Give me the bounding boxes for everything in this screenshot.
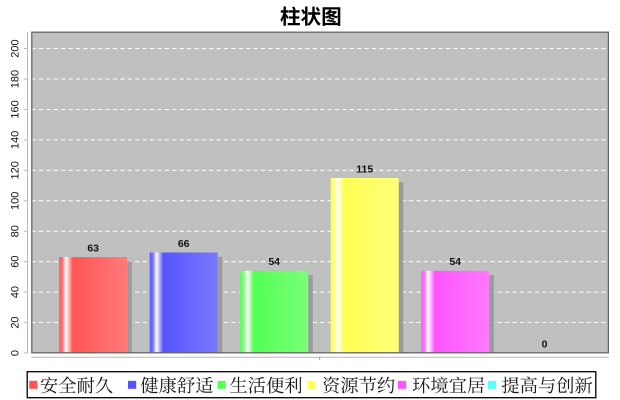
svg-text:54: 54 [268, 256, 280, 268]
svg-text:180: 180 [10, 70, 22, 88]
svg-text:100: 100 [10, 192, 22, 210]
svg-text:120: 120 [10, 161, 22, 179]
svg-text:66: 66 [178, 238, 190, 250]
svg-text:20: 20 [10, 316, 22, 328]
svg-text:63: 63 [87, 242, 99, 254]
svg-text:40: 40 [10, 286, 22, 298]
svg-text:200: 200 [10, 39, 22, 57]
svg-text:54: 54 [449, 256, 461, 268]
svg-text:160: 160 [10, 100, 22, 118]
svg-text:140: 140 [10, 131, 22, 149]
svg-text:115: 115 [356, 163, 373, 175]
svg-text:0: 0 [542, 338, 548, 350]
svg-text:80: 80 [10, 225, 22, 237]
svg-text:0: 0 [10, 350, 22, 356]
svg-text:60: 60 [10, 256, 22, 268]
